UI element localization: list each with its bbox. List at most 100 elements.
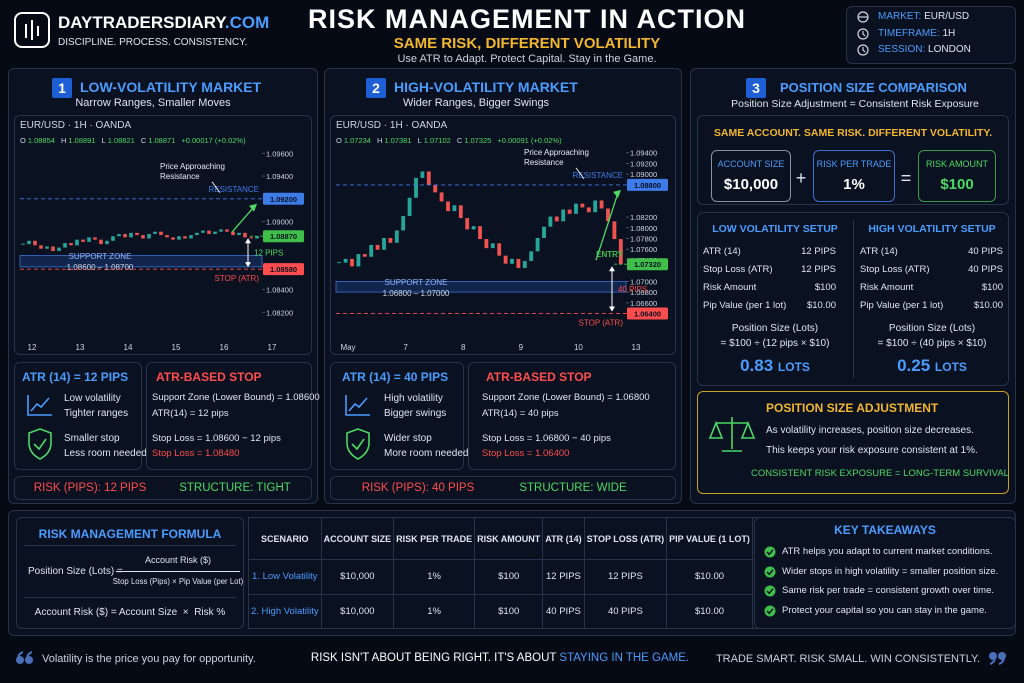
adjustment-line: As volatility increases, position size d…	[766, 425, 974, 436]
annotation: Resistance	[524, 158, 564, 167]
candle	[375, 244, 380, 250]
takeaway: Same risk per trade = consistent growth …	[782, 585, 994, 596]
setup-label: Pip Value (per 1 lot)	[860, 300, 944, 311]
resistance-label-box	[263, 192, 304, 205]
setup-title: HIGH VOLATILITY SETUP	[868, 223, 996, 235]
candle	[433, 184, 438, 193]
setup-value: $100	[814, 282, 836, 293]
check-mark	[766, 549, 774, 556]
takeaways-box	[754, 517, 1016, 629]
x-tick-label: 17	[268, 343, 277, 352]
summary-strip	[330, 476, 676, 500]
takeaway: ATR helps you adapt to current market co…	[782, 546, 993, 557]
support-zone-range: 1.06800 – 1.07000	[383, 289, 450, 298]
x-tick-label: 13	[76, 343, 85, 352]
candle	[213, 231, 217, 234]
operator: +	[795, 168, 807, 188]
candle	[343, 258, 348, 263]
instrument: EUR/USD · 1H · OANDA	[20, 120, 131, 131]
candle	[401, 215, 406, 231]
trend-arrow	[595, 192, 619, 261]
formula-title: Position Size (Lots)	[731, 323, 819, 334]
instrument: EUR/USD · 1H · OANDA	[336, 120, 447, 131]
candle	[27, 240, 31, 245]
info-label: SESSION:	[878, 44, 926, 55]
stop-label-box	[627, 307, 668, 320]
atr-line: Less room needed	[64, 448, 147, 459]
table-cell: 40 PIPS	[583, 593, 668, 629]
candle	[452, 205, 457, 212]
input-value: 1%	[843, 176, 865, 193]
input-value: $100	[940, 176, 974, 193]
atr-line: More room needed	[384, 448, 469, 459]
candle	[478, 226, 482, 240]
candle	[171, 237, 175, 240]
formula-lhs: Position Size (Lots) =	[28, 566, 123, 577]
table-header: RISK AMOUNT	[474, 517, 544, 560]
operator: =	[900, 168, 912, 188]
y-tick-label: 1.08400	[266, 286, 293, 295]
input-box	[918, 150, 996, 202]
candle	[129, 232, 133, 238]
candle	[471, 226, 476, 230]
banner: SAME ACCOUNT. SAME RISK. DIFFERENT VOLAT…	[713, 127, 993, 139]
setup-label: Risk Amount	[703, 282, 757, 293]
candle	[93, 237, 97, 240]
table-header: RISK PER TRADE	[393, 517, 476, 560]
table-cell: 12 PIPS	[542, 559, 585, 595]
candle	[458, 205, 463, 219]
candle	[33, 240, 37, 246]
takeaway: Protect your capital so you can stay in …	[782, 604, 987, 616]
table-header: SCENARIO	[248, 517, 322, 560]
table-cell: 1%	[393, 593, 476, 629]
candle	[414, 177, 418, 198]
stop-line: Support Zone (Lower Bound) = 1.06800	[482, 392, 650, 403]
footer-center: RISK ISN'T ABOUT BEING RIGHT. IT'S ABOUT…	[311, 652, 689, 664]
caption: Use ATR to Adapt. Protect Capital. Stay …	[397, 53, 657, 65]
input-box	[813, 150, 895, 202]
panel-number: 3	[746, 78, 766, 98]
candle	[599, 200, 604, 209]
table-cell: $10,000	[320, 559, 395, 595]
divider	[853, 220, 854, 378]
pips-label: 40 PIPS	[618, 285, 647, 294]
x-tick-label: 12	[28, 343, 37, 352]
ohlc-key: O	[20, 136, 26, 145]
trend-arrow	[231, 206, 255, 233]
annotation: Price Approaching	[160, 162, 225, 171]
candle	[81, 239, 85, 242]
candle	[542, 226, 546, 238]
check-icon	[764, 566, 776, 577]
lots-value: 0.83	[740, 356, 774, 375]
input-label: ACCOUNT SIZE	[717, 159, 785, 169]
input-value: $10,000	[723, 176, 779, 193]
ohlc-value: 1.08871	[148, 136, 175, 145]
candle	[69, 243, 73, 246]
panel-title: POSITION SIZE COMPARISON	[780, 80, 967, 95]
panel-number: 1	[52, 78, 72, 98]
candle	[426, 171, 431, 185]
candle	[231, 231, 235, 236]
check-icon	[764, 585, 776, 597]
info-label: MARKET:	[878, 11, 922, 22]
panel-title: LOW-VOLATILITY MARKET	[80, 79, 262, 95]
scale-icon	[708, 417, 756, 452]
footer-center-emphasis: STAYING IN THE GAME.	[559, 652, 690, 664]
table-header-row: SCENARIO ACCOUNT SIZE RISK PER TRADE RISK A…	[248, 517, 856, 560]
candle	[147, 233, 151, 239]
candle	[123, 233, 127, 238]
candle	[465, 218, 470, 230]
candle	[382, 237, 386, 250]
resistance-text: RESISTANCE	[208, 185, 259, 194]
input-label: RISK PER TRADE	[816, 159, 892, 169]
candle	[510, 258, 514, 264]
ohlc-key: O	[336, 136, 342, 145]
stop-line: Stop Loss = 1.08600 − 12 pips	[152, 433, 281, 444]
candle	[606, 208, 610, 222]
table-header: STOP LOSS (ATR)	[583, 517, 668, 560]
check-icon	[764, 605, 776, 616]
atr-line: Bigger swings	[384, 408, 447, 419]
